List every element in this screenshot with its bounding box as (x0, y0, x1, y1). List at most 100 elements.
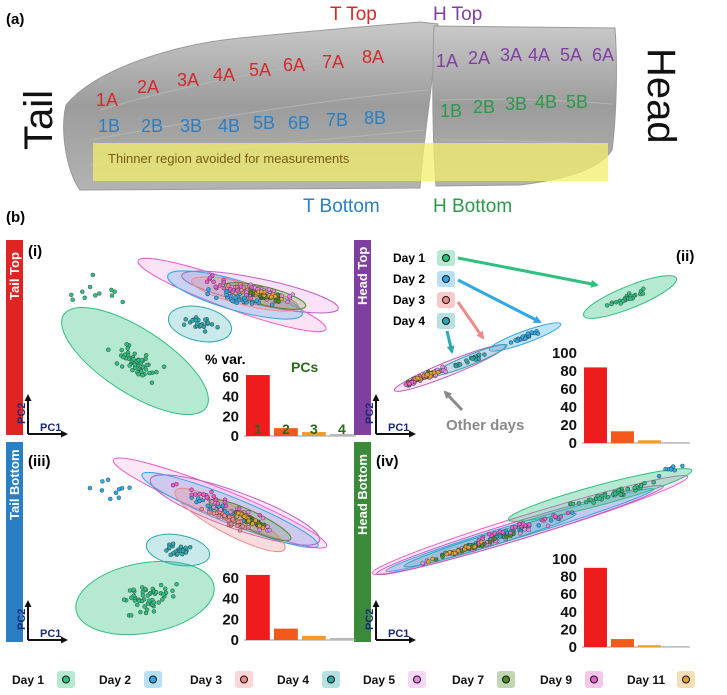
score-point (161, 592, 166, 597)
score-point (548, 518, 554, 523)
score-point (205, 503, 210, 508)
score-point (279, 296, 284, 302)
pc2-axis-label: PC2 (364, 403, 376, 424)
score-point (425, 372, 430, 377)
score-point (139, 357, 145, 363)
score-point (180, 548, 186, 553)
score-point (170, 541, 176, 546)
scores-plot-iv (371, 463, 693, 576)
score-point (257, 512, 262, 518)
bar-chart-3: 0 20 40 60 (222, 570, 356, 649)
score-point (486, 531, 492, 537)
score-point (209, 489, 214, 495)
score-point (187, 545, 193, 550)
score-point (213, 497, 219, 503)
scatter-points-iii (87, 477, 272, 618)
score-point (591, 500, 596, 505)
score-point (270, 302, 275, 307)
position-label: 4A (213, 65, 235, 85)
legend-dot (327, 675, 335, 684)
bar-tick-label: 40 (560, 604, 577, 621)
score-point (526, 527, 531, 533)
head-top-position-labels: 1A 2A 3A 4A 5A 6A (436, 45, 614, 71)
legend-label: Day 5 (363, 673, 395, 687)
position-label: 2A (468, 48, 490, 68)
h-top-title: H Top (433, 4, 482, 25)
bar-pc4 (665, 646, 688, 648)
score-point (217, 283, 223, 288)
subpanel-tag-iv: (iv) (376, 453, 399, 470)
score-point (640, 291, 646, 296)
position-label: 6A (283, 55, 305, 75)
score-point (641, 286, 646, 291)
pc2-axis-label: PC2 (16, 609, 28, 630)
score-point (246, 518, 251, 524)
side-bar-head-bottom (354, 442, 371, 642)
callout-dot-day3 (442, 296, 450, 304)
scores-plot-i (61, 257, 339, 416)
side-bar-head-top (354, 240, 371, 435)
score-point (230, 289, 235, 294)
score-point (625, 487, 630, 492)
score-point (254, 298, 260, 303)
score-point (120, 299, 125, 305)
score-point (558, 514, 563, 519)
position-label: 1B (440, 101, 462, 121)
position-label: 6B (288, 113, 310, 133)
score-point (249, 285, 255, 290)
score-point (223, 503, 229, 509)
score-point (221, 286, 227, 291)
score-point (504, 534, 509, 540)
score-point (158, 582, 164, 588)
score-point (209, 322, 215, 327)
score-point (234, 514, 240, 519)
pc2-axis-label: PC2 (16, 403, 28, 424)
panel-a: (a) Thinner region avoided for measureme… (6, 4, 683, 217)
score-point (464, 358, 469, 363)
bar-pc1 (246, 375, 270, 436)
score-point (536, 523, 541, 528)
score-point (671, 464, 676, 469)
side-bar-tail-top (6, 240, 23, 435)
score-point (235, 288, 240, 293)
bar-pc4 (330, 434, 354, 436)
bar-tick-label: 40 (560, 399, 577, 416)
score-point (211, 511, 217, 516)
score-point (199, 506, 204, 512)
score-point (109, 287, 114, 293)
score-point (542, 516, 548, 521)
score-point (523, 336, 528, 341)
score-point (236, 510, 241, 516)
position-label: 3A (177, 70, 199, 90)
score-point (87, 284, 93, 290)
score-point (140, 593, 146, 598)
score-point (515, 338, 520, 343)
score-point (108, 496, 113, 502)
score-point (174, 582, 179, 587)
score-point (246, 525, 251, 530)
score-point (119, 364, 125, 369)
score-point (226, 518, 231, 523)
score-point (207, 275, 213, 280)
score-point (214, 295, 219, 301)
score-point (228, 509, 233, 515)
day-callout: Day 1 Day 2 Day 3 Day 4 Other days (393, 250, 599, 434)
score-point (167, 545, 172, 550)
score-point (265, 524, 270, 529)
score-point (642, 480, 647, 486)
bar-tick-label: 80 (560, 569, 577, 586)
pc-axes: PC1 PC2 PC1 PC2 PC1 PC2 PC1 PC2 (16, 394, 416, 644)
bar-tick-label: 20 (560, 417, 577, 434)
score-point (230, 517, 236, 522)
score-point (253, 518, 258, 523)
legend-dot (502, 675, 510, 684)
position-label: 1A (96, 90, 118, 110)
position-label: 2B (141, 116, 163, 136)
score-point (189, 492, 194, 497)
score-point (99, 488, 105, 493)
score-point (244, 292, 249, 298)
score-point (222, 513, 227, 518)
legend-label: Day 4 (277, 673, 309, 687)
score-point (197, 491, 202, 497)
score-point (613, 491, 618, 496)
